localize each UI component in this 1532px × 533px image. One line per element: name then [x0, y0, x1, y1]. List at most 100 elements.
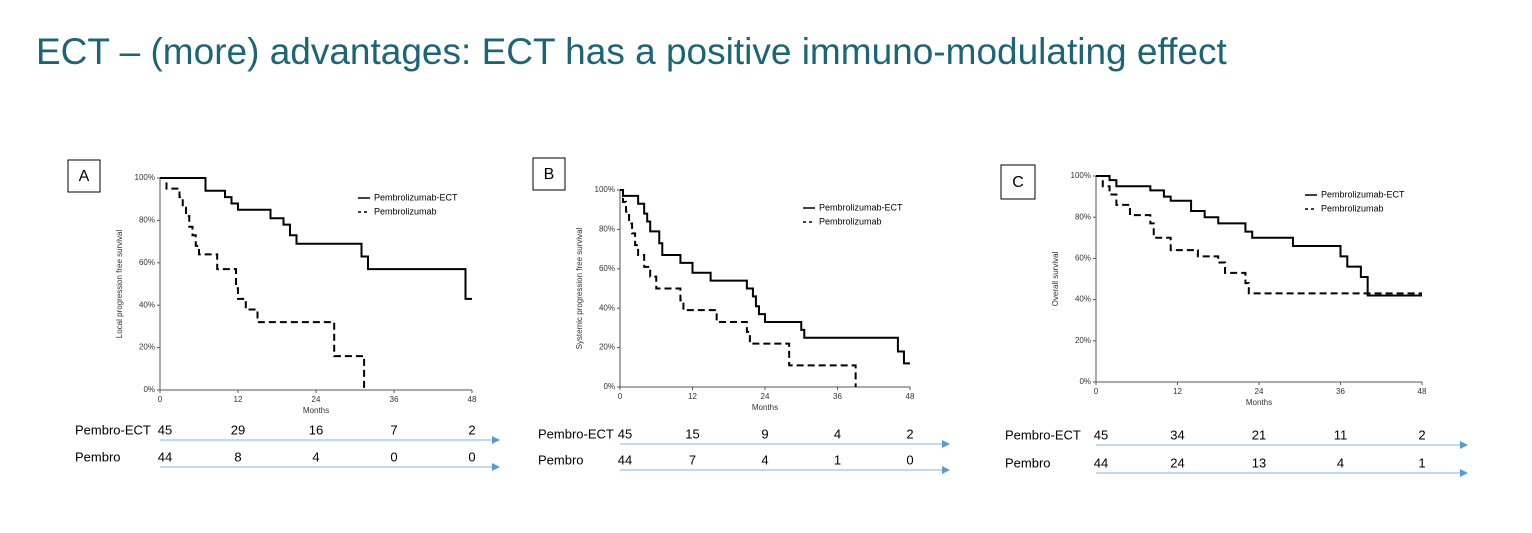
- x-tick-label: 36: [1336, 387, 1345, 396]
- risk-count: 44: [158, 449, 172, 464]
- risk-count: 34: [1170, 427, 1184, 442]
- risk-count: 4: [834, 426, 841, 441]
- x-tick-label: 36: [390, 395, 399, 404]
- y-tick-label: 20%: [1075, 336, 1091, 345]
- risk-arrowhead: [492, 463, 500, 471]
- panel-box: [532, 157, 566, 191]
- y-tick-label: 40%: [139, 300, 155, 309]
- legend-label: Pembrolizumab: [819, 216, 882, 226]
- y-tick-label: 20%: [139, 343, 155, 352]
- y-tick-label: 60%: [599, 264, 615, 273]
- y-tick-label: 80%: [1075, 212, 1091, 221]
- risk-count: 8: [234, 449, 241, 464]
- legend-label: Pembrolizumab-ECT: [819, 202, 903, 212]
- risk-row-label: Pembro: [538, 452, 584, 467]
- risk-arrowhead: [1460, 469, 1468, 477]
- y-axis-label: Overall survival: [1051, 251, 1060, 306]
- x-tick-label: 48: [468, 395, 477, 404]
- y-axis-label: Systemic progression free survival: [575, 227, 584, 349]
- x-tick-label: 24: [312, 395, 321, 404]
- x-tick-label: 0: [1094, 387, 1099, 396]
- y-tick-label: 80%: [599, 225, 615, 234]
- x-tick-label: 12: [234, 395, 243, 404]
- risk-count: 44: [618, 452, 632, 467]
- risk-count: 1: [1418, 455, 1425, 470]
- survival-curve: [1096, 175, 1422, 297]
- y-tick-label: 40%: [1075, 295, 1091, 304]
- x-tick-label: 0: [618, 392, 623, 401]
- risk-row-label: Pembro: [75, 449, 121, 464]
- risk-arrowhead: [1460, 441, 1468, 449]
- risk-count: 4: [761, 452, 768, 467]
- x-tick-label: 0: [158, 395, 163, 404]
- y-tick-label: 80%: [139, 216, 155, 225]
- risk-count: 0: [390, 449, 397, 464]
- survival-curve: [1096, 175, 1422, 295]
- risk-count: 2: [1418, 427, 1425, 442]
- x-tick-label: 24: [1255, 387, 1264, 396]
- risk-count: 0: [468, 449, 475, 464]
- slide-title: ECT – (more) advantages: ECT has a posit…: [36, 31, 1227, 72]
- risk-count: 2: [906, 426, 913, 441]
- y-tick-label: 0%: [603, 382, 615, 391]
- risk-count: 11: [1334, 427, 1348, 442]
- x-tick-label: 12: [1173, 387, 1182, 396]
- risk-arrowhead: [942, 466, 950, 474]
- risk-count: 15: [685, 426, 699, 441]
- survival-curve: [160, 177, 472, 300]
- risk-count: 4: [1337, 455, 1344, 470]
- legend-label: Pembrolizumab: [374, 206, 437, 216]
- legend-label: Pembrolizumab: [1321, 203, 1384, 213]
- panel-label: A: [79, 168, 90, 185]
- y-axis-label: Local progression free survival: [115, 230, 124, 339]
- x-tick-label: 48: [1418, 387, 1427, 396]
- panel-label: B: [544, 166, 555, 183]
- x-tick-label: 48: [906, 392, 915, 401]
- y-tick-label: 100%: [1071, 171, 1091, 180]
- risk-count: 45: [1094, 427, 1108, 442]
- survival-curve: [620, 189, 910, 365]
- risk-count: 2: [468, 422, 475, 437]
- risk-row-label: Pembro: [1005, 455, 1051, 470]
- risk-count: 16: [309, 422, 323, 437]
- legend-label: Pembrolizumab-ECT: [1321, 189, 1405, 199]
- panel-box: [1000, 164, 1036, 200]
- risk-count: 7: [390, 422, 397, 437]
- x-tick-label: 24: [761, 392, 770, 401]
- survival-curve: [620, 189, 857, 387]
- legend-label: Pembrolizumab-ECT: [374, 192, 458, 202]
- panel-box: [67, 159, 101, 193]
- risk-row-label: Pembro-ECT: [75, 422, 151, 437]
- risk-count: 21: [1252, 427, 1266, 442]
- risk-row-label: Pembro-ECT: [538, 426, 614, 441]
- risk-row-label: Pembro-ECT: [1005, 427, 1081, 442]
- risk-count: 44: [1094, 455, 1108, 470]
- risk-arrowhead: [942, 440, 950, 448]
- y-tick-label: 60%: [139, 258, 155, 267]
- risk-count: 45: [618, 426, 632, 441]
- risk-count: 29: [231, 422, 245, 437]
- y-tick-label: 20%: [599, 343, 615, 352]
- y-tick-label: 100%: [595, 185, 615, 194]
- x-axis-label: Months: [1246, 398, 1272, 407]
- y-tick-label: 0%: [143, 385, 155, 394]
- risk-count: 9: [761, 426, 768, 441]
- risk-count: 45: [158, 422, 172, 437]
- x-axis-label: Months: [303, 406, 329, 415]
- risk-count: 1: [834, 452, 841, 467]
- x-tick-label: 12: [688, 392, 697, 401]
- panel-label: C: [1012, 174, 1024, 191]
- x-axis-label: Months: [752, 403, 778, 412]
- y-tick-label: 100%: [135, 173, 155, 182]
- risk-arrowhead: [492, 436, 500, 444]
- risk-count: 7: [689, 452, 696, 467]
- risk-count: 0: [906, 452, 913, 467]
- y-tick-label: 60%: [1075, 254, 1091, 263]
- y-tick-label: 0%: [1079, 377, 1091, 386]
- risk-count: 4: [312, 449, 319, 464]
- risk-count: 24: [1170, 455, 1184, 470]
- y-tick-label: 40%: [599, 303, 615, 312]
- risk-count: 13: [1252, 455, 1266, 470]
- x-tick-label: 36: [833, 392, 842, 401]
